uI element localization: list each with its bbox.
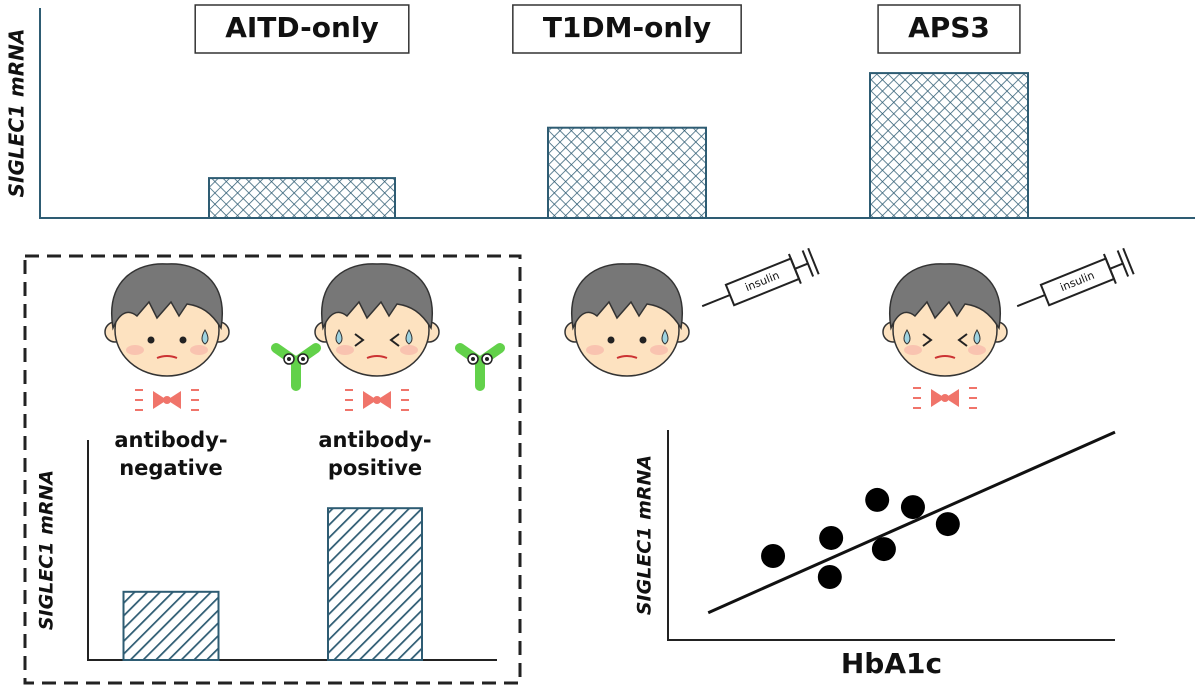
point xyxy=(871,537,896,562)
category-label: AITD-only xyxy=(225,11,379,44)
y-axis-label: SIGLEC1 mRNA xyxy=(5,29,29,198)
point xyxy=(761,544,786,568)
bar xyxy=(208,177,396,220)
point xyxy=(900,495,925,520)
category-box xyxy=(194,4,410,54)
bar xyxy=(869,72,1029,219)
category-box xyxy=(512,4,742,54)
category-label: antibody-positive xyxy=(318,428,431,480)
y-axis-label: SIGLEC1 mRNA xyxy=(36,470,58,630)
trend-line xyxy=(707,430,1116,615)
x-axis-label: HbA1c xyxy=(841,647,942,680)
axis xyxy=(667,430,1115,641)
category-label: APS3 xyxy=(908,11,990,44)
category-label: T1DM-only xyxy=(543,11,711,44)
axis xyxy=(39,8,1195,219)
group-frame xyxy=(23,254,522,685)
y-axis-label: SIGLEC1 mRNA xyxy=(634,455,656,615)
category-label: antibody-negative xyxy=(114,428,227,480)
illustrations xyxy=(104,245,1136,411)
bar xyxy=(122,590,220,661)
category-box xyxy=(877,4,1021,54)
bar xyxy=(327,507,423,662)
bar xyxy=(547,126,707,219)
point xyxy=(819,525,844,550)
point xyxy=(865,487,890,512)
point xyxy=(935,512,960,537)
point xyxy=(817,565,842,589)
